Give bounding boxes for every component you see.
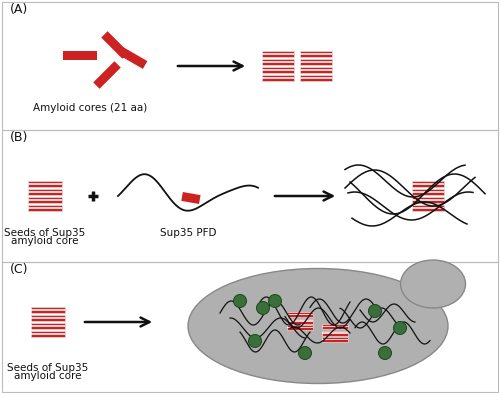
Bar — [300, 75, 332, 81]
Bar — [300, 69, 332, 71]
Bar — [287, 314, 313, 315]
Ellipse shape — [368, 305, 382, 318]
Bar — [93, 61, 121, 89]
Bar — [322, 331, 348, 336]
Bar — [287, 327, 313, 328]
Bar — [412, 205, 444, 211]
Bar — [287, 318, 313, 323]
Ellipse shape — [268, 294, 281, 307]
Bar — [300, 77, 332, 79]
Bar — [31, 325, 65, 327]
Bar — [322, 339, 348, 340]
Bar — [300, 53, 332, 55]
Bar — [287, 312, 313, 317]
Ellipse shape — [378, 347, 392, 360]
Bar — [31, 333, 65, 335]
Bar — [31, 323, 65, 329]
Bar — [31, 331, 65, 337]
Bar — [182, 192, 201, 204]
Bar — [262, 53, 294, 55]
Bar — [322, 332, 348, 334]
Text: (B): (B) — [10, 131, 29, 144]
Bar — [300, 67, 332, 73]
Bar — [2, 130, 498, 262]
Bar — [287, 320, 313, 322]
Ellipse shape — [256, 301, 270, 314]
Bar — [31, 317, 65, 319]
Text: amyloid core: amyloid core — [11, 236, 79, 246]
Bar — [287, 325, 313, 330]
Bar — [300, 61, 332, 63]
Bar — [28, 197, 62, 203]
Bar — [412, 183, 444, 185]
Bar — [412, 199, 444, 201]
Bar — [262, 69, 294, 71]
Bar — [300, 51, 332, 57]
Bar — [31, 309, 65, 311]
Text: Seeds of Sup35: Seeds of Sup35 — [8, 363, 88, 373]
Bar — [412, 207, 444, 209]
Bar — [412, 191, 444, 193]
Bar — [28, 199, 62, 201]
Bar — [412, 181, 444, 187]
Ellipse shape — [248, 334, 262, 347]
Bar — [322, 337, 348, 342]
Bar — [28, 207, 62, 209]
Text: Amyloid cores (21 aa): Amyloid cores (21 aa) — [33, 103, 147, 113]
Bar — [2, 2, 498, 130]
Bar — [262, 67, 294, 73]
Ellipse shape — [394, 321, 406, 334]
Text: (A): (A) — [10, 3, 28, 16]
Bar — [262, 75, 294, 81]
Ellipse shape — [188, 268, 448, 384]
Text: Seeds of Sup35: Seeds of Sup35 — [4, 228, 86, 238]
Bar — [31, 315, 65, 321]
Ellipse shape — [400, 260, 466, 308]
Bar — [412, 197, 444, 203]
Bar — [412, 189, 444, 195]
Bar — [262, 61, 294, 63]
Bar — [262, 51, 294, 57]
Bar — [28, 191, 62, 193]
Text: amyloid core: amyloid core — [14, 371, 82, 381]
Bar — [118, 47, 148, 69]
Bar — [322, 326, 348, 327]
Bar — [31, 307, 65, 313]
Bar — [28, 205, 62, 211]
Bar — [28, 189, 62, 195]
Bar — [322, 324, 348, 329]
Ellipse shape — [234, 294, 246, 307]
Bar — [28, 181, 62, 187]
Text: Sup35 PFD: Sup35 PFD — [160, 228, 216, 238]
Bar — [262, 77, 294, 79]
Bar — [2, 262, 498, 392]
Bar — [28, 183, 62, 185]
Bar — [101, 31, 129, 59]
Text: (C): (C) — [10, 263, 29, 276]
Bar — [300, 59, 332, 65]
Bar — [262, 59, 294, 65]
Ellipse shape — [298, 347, 312, 360]
Bar — [63, 50, 97, 59]
